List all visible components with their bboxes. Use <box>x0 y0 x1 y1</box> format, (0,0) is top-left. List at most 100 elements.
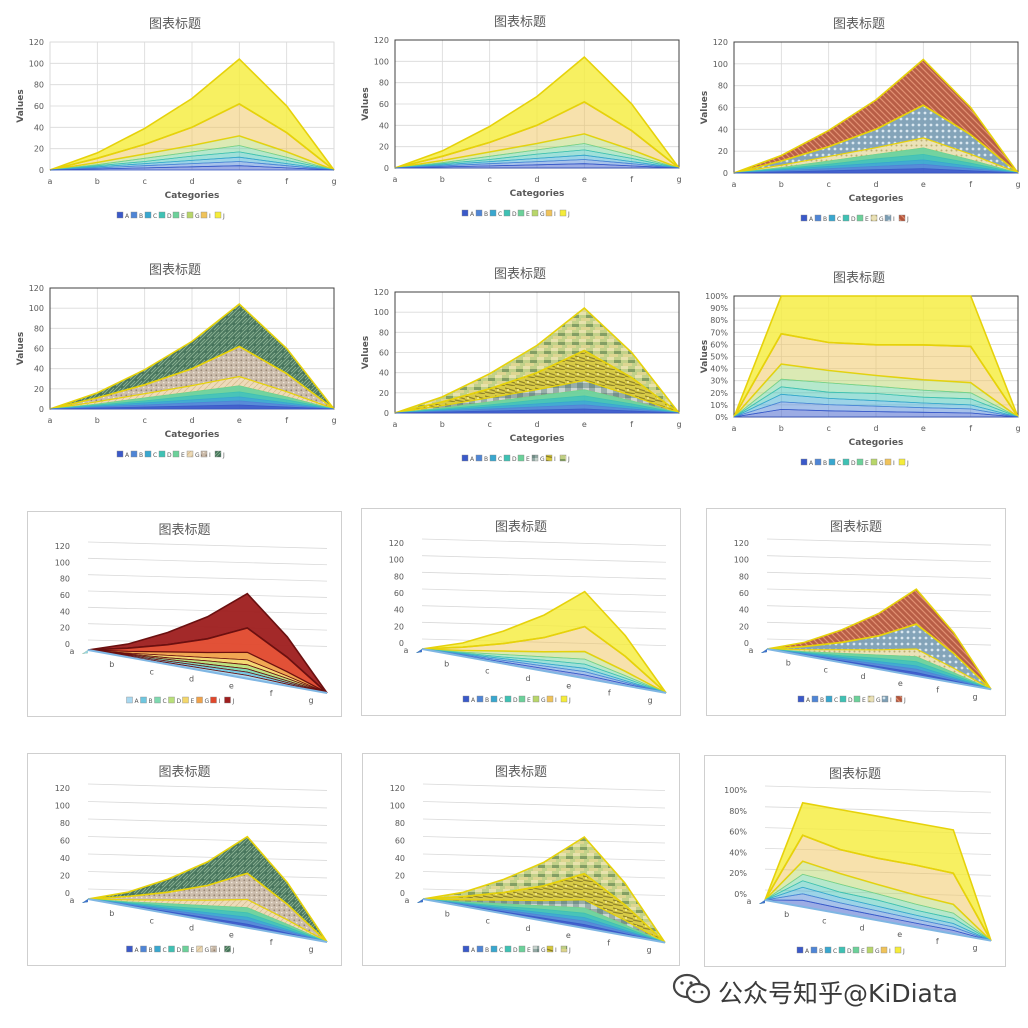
legend-label: C <box>499 947 503 954</box>
legend-swatch <box>517 454 525 462</box>
area-side-A <box>82 899 88 903</box>
y-tick-label: 0% <box>715 413 728 422</box>
chart-title: 图表标题 <box>829 767 881 782</box>
y-tick-label: 80 <box>379 328 389 337</box>
gridline <box>87 818 328 826</box>
x-tick-label: b <box>95 177 100 186</box>
x-tick-label: b <box>779 424 784 433</box>
legend-item-J: J <box>559 209 570 218</box>
x-tick-label: f <box>969 424 972 433</box>
legend-item-G: G <box>866 946 880 955</box>
chart-title: 图表标题 <box>830 520 882 535</box>
area-series-A <box>394 408 680 414</box>
y-tick-label: 0 <box>39 166 44 175</box>
legend-swatch <box>842 458 850 466</box>
legend-label: E <box>865 460 869 467</box>
legend-item-A: A <box>116 450 130 459</box>
legend-item-E: E <box>518 945 531 954</box>
x-tick-label: d <box>189 675 194 684</box>
legend-item-G: G <box>532 695 546 704</box>
legend-label: J <box>232 947 235 954</box>
legend-item-E: E <box>853 695 866 704</box>
legend-swatch <box>168 945 175 953</box>
chart-svg: 图表标题 0 20 40 60 80 100 120 a b c d e f g A B C D E G I J <box>734 520 992 704</box>
legend-swatch <box>182 696 189 704</box>
legend-swatch <box>797 695 805 703</box>
chart-title: 图表标题 <box>149 17 201 32</box>
legend-item-A: A <box>462 695 476 704</box>
legend-item-A: A <box>461 454 475 463</box>
chart-1: 图表标题 0 20 40 60 80 100 120 a b c d e f g Categories Valu… <box>10 8 340 233</box>
y-tick-label: 80 <box>718 82 728 91</box>
y-tick-label: 60 <box>394 589 404 598</box>
legend-label: A <box>471 947 476 954</box>
y-axis-label: Values <box>361 336 371 370</box>
legend-label: G <box>876 697 881 704</box>
legend-swatch <box>870 214 878 222</box>
legend-swatch <box>810 946 818 954</box>
x-tick-label: c <box>485 917 489 926</box>
legend-label: J <box>903 697 906 704</box>
y-tick-label: 60 <box>60 837 70 846</box>
legend-label: I <box>889 948 891 955</box>
x-tick-label: e <box>237 177 242 186</box>
legend-item-D: D <box>503 209 517 218</box>
legend-item-E: E <box>856 458 869 467</box>
legend-item-C: C <box>154 696 167 705</box>
x-axis-label: Categories <box>165 191 220 201</box>
x-tick-label: c <box>149 916 153 925</box>
legend-label: B <box>149 698 153 705</box>
y-tick-label: 80 <box>394 572 404 581</box>
base-edge <box>87 898 328 944</box>
y-axis-label: Values <box>700 340 710 374</box>
legend-label: I <box>209 452 211 459</box>
gridline <box>766 571 992 579</box>
chart-svg: 图表标题 0 20 40 60 80 100 120 a b c d e f g Categories Valu… <box>16 263 337 459</box>
y-axis-label: Values <box>16 89 26 123</box>
legend-item-J: J <box>214 450 225 459</box>
gridline <box>766 555 992 563</box>
x-tick-label: d <box>525 674 530 683</box>
legend-swatch <box>838 946 846 954</box>
legend-item-D: D <box>838 946 852 955</box>
legend-label: I <box>893 460 895 467</box>
legend-label: C <box>498 456 502 463</box>
legend-label: E <box>527 697 531 704</box>
legend-item-C: C <box>154 945 167 954</box>
x-tick-label: a <box>48 416 53 425</box>
x-tick-label: c <box>823 665 827 674</box>
legend-swatch <box>867 695 875 703</box>
gridline <box>87 783 328 791</box>
legend-swatch <box>894 946 902 954</box>
legend-item-C: C <box>825 695 838 704</box>
legend-swatch <box>504 945 512 953</box>
y-tick-label: 60 <box>718 104 728 113</box>
legend-label: J <box>902 948 905 955</box>
y-tick-label: 80 <box>395 819 405 828</box>
x-tick-label: a <box>70 647 75 656</box>
y-tick-label: 40 <box>718 125 728 134</box>
legend-label: D <box>847 948 852 955</box>
gridline <box>422 801 666 809</box>
x-tick-label: a <box>405 896 410 905</box>
x-tick-label: d <box>873 180 878 189</box>
y-tick-label: 0% <box>734 890 747 899</box>
gridline <box>766 538 992 546</box>
wechat-icon <box>672 973 711 1004</box>
y-tick-label: 60% <box>729 828 747 837</box>
legend-label: B <box>484 211 488 218</box>
legend-label: G <box>879 460 884 467</box>
legend-swatch <box>116 450 124 458</box>
legend-label: G <box>879 216 884 223</box>
legend-label: I <box>209 213 211 220</box>
x-tick-label: b <box>109 909 114 918</box>
legend-label: C <box>153 452 157 459</box>
y-tick-label: 40 <box>394 606 404 615</box>
legend-label: I <box>890 697 892 704</box>
legend-item-D: D <box>168 945 182 954</box>
x-tick-label: c <box>826 180 830 189</box>
legend-label: B <box>823 216 827 223</box>
x-tick-label: a <box>747 897 752 906</box>
legend-swatch <box>895 695 903 703</box>
y-tick-label: 100 <box>55 802 70 811</box>
